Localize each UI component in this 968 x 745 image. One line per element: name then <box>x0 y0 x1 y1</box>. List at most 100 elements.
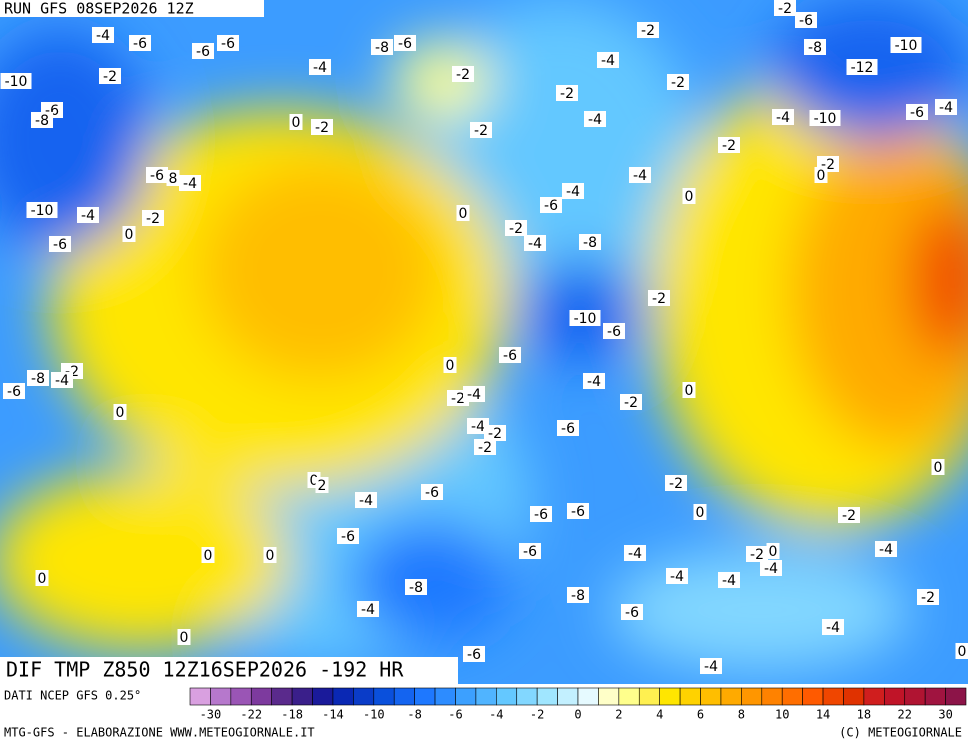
label-bg <box>766 543 780 559</box>
contour-label: 0 <box>958 644 967 660</box>
legend-tick-label: 0 <box>574 708 581 722</box>
legend-tick-label: -14 <box>322 708 344 722</box>
contour-label: -4 <box>471 419 485 435</box>
contour-label: 0 <box>292 115 301 131</box>
contour-label: -6 <box>467 647 481 663</box>
legend-tick-label: -6 <box>448 708 462 722</box>
label-bg <box>421 484 443 500</box>
contour-label: -2 <box>842 508 856 524</box>
label-bg <box>955 643 968 659</box>
legend-tick-label: 4 <box>656 708 663 722</box>
field <box>0 0 968 684</box>
label-bg <box>122 226 136 242</box>
legend-tick-label: -22 <box>240 708 262 722</box>
contour-label: 0 <box>817 168 826 184</box>
contour-label: -4 <box>764 561 778 577</box>
label-bg <box>682 382 696 398</box>
legend-swatch <box>455 687 477 706</box>
legend-swatch <box>598 687 620 706</box>
label-bg <box>693 504 707 520</box>
contour-label: -4 <box>566 184 580 200</box>
label-bg <box>875 541 897 557</box>
label-bg <box>3 383 25 399</box>
contour-label: -2 <box>722 138 736 154</box>
legend-tick-label: -8 <box>407 708 421 722</box>
label-bg <box>177 629 191 645</box>
contour-label: -10 <box>895 38 918 54</box>
contour-label: -2 <box>456 67 470 83</box>
contour-label: -2 <box>478 440 492 456</box>
contour-label: 0 <box>38 571 47 587</box>
map-title: DIF TMP Z850 12Z16SEP2026 -192 HR <box>6 658 404 682</box>
legend-swatch <box>700 687 722 706</box>
contour-label: -4 <box>704 659 718 675</box>
label-bg <box>77 207 99 223</box>
legend-tick-label: -18 <box>281 708 303 722</box>
legend-tick-label: 30 <box>938 708 952 722</box>
label-bg <box>463 386 485 402</box>
label-bg <box>27 370 49 386</box>
legend-swatch <box>884 687 906 706</box>
legend-tick-label: 6 <box>697 708 704 722</box>
contour-label: -4 <box>587 374 601 390</box>
contour-label: -4 <box>467 387 481 403</box>
contour-label: -2 <box>669 476 683 492</box>
legend-swatch <box>557 687 579 706</box>
label-bg <box>519 543 541 559</box>
contour-label: 0 <box>934 460 943 476</box>
label-bg <box>569 310 601 326</box>
contour-label: -8 <box>35 113 49 129</box>
label-bg <box>357 601 379 617</box>
contour-label: -6 <box>910 105 924 121</box>
contour-label: -6 <box>799 13 813 29</box>
contour-label: -4 <box>183 176 197 192</box>
legend-swatch <box>536 687 558 706</box>
label-bg <box>452 66 474 82</box>
label-bg <box>31 112 53 128</box>
label-bg <box>846 59 878 75</box>
contour-label: -8 <box>583 235 597 251</box>
contour-label: 0 <box>685 383 694 399</box>
legend-tick-label: -30 <box>200 708 222 722</box>
legend-swatch <box>802 687 824 706</box>
footer-left: MTG-GFS - ELABORAZIONE WWW.METEOGIORNALE… <box>4 726 315 740</box>
contour-labels: -4 -6 -6 -6-2-10-6-8-4-8 -6-2-2-2-6-8 -10-12-… <box>0 0 968 675</box>
label-bg <box>394 35 416 51</box>
label-bg <box>166 170 180 186</box>
legend-swatch <box>271 687 293 706</box>
legend-swatch <box>679 687 701 706</box>
contour-label: -2 <box>671 75 685 91</box>
label-bg <box>935 99 957 115</box>
label-bg <box>814 167 828 183</box>
contour-label: -6 <box>625 605 639 621</box>
legend-swatch <box>332 687 354 706</box>
contour-label: -4 <box>633 168 647 184</box>
label-bg <box>217 35 239 51</box>
label-bg <box>666 568 688 584</box>
label-bg <box>201 547 215 563</box>
legend-swatch <box>924 687 946 706</box>
label-bg <box>584 111 606 127</box>
contour-label: -4 <box>361 602 375 618</box>
contour-label: -6 <box>425 485 439 501</box>
contour-label: -6 <box>398 36 412 52</box>
label-bg <box>540 197 562 213</box>
contour-label: -4 <box>96 28 110 44</box>
contour-label: 0 <box>116 405 125 421</box>
contour-label: -2 <box>750 547 764 563</box>
legend-swatch <box>230 687 252 706</box>
label-bg <box>637 22 659 38</box>
legend-swatch <box>434 687 456 706</box>
legend: -30 -22 -18 -14 -10 -8 -6 -4 -2 0 2 4 6 8 10 14 18 22 30 <box>189 687 967 722</box>
label-bg <box>603 323 625 339</box>
label-bg <box>129 35 151 51</box>
label-bg <box>795 12 817 28</box>
contour-label: 0 <box>180 630 189 646</box>
contour-label: -4 <box>722 573 736 589</box>
contour-label: -2 <box>624 395 638 411</box>
contour-label: 0 <box>204 548 213 564</box>
contour-label: -6 <box>7 384 21 400</box>
run-box <box>0 0 264 17</box>
label-bg <box>700 658 722 674</box>
